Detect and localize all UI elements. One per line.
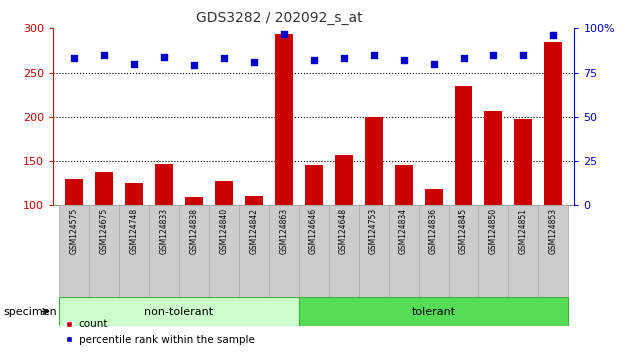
Text: GSM124840: GSM124840 [219, 208, 228, 254]
Bar [358, 205, 389, 297]
Bar [95, 172, 113, 205]
Bar [299, 205, 329, 297]
Point [519, 52, 528, 58]
Bar [215, 181, 233, 205]
Point [279, 31, 289, 36]
Text: GSM124851: GSM124851 [519, 208, 528, 254]
Text: GSM124850: GSM124850 [489, 208, 498, 254]
Text: GSM124842: GSM124842 [249, 208, 258, 254]
Bar [514, 120, 532, 205]
Bar [148, 205, 179, 297]
Text: GSM124575: GSM124575 [70, 208, 78, 254]
Text: specimen: specimen [3, 307, 57, 316]
Legend: count, percentile rank within the sample: count, percentile rank within the sample [61, 315, 259, 349]
Text: GSM124838: GSM124838 [189, 208, 198, 254]
Point [129, 61, 138, 67]
Bar [448, 205, 479, 297]
Bar [119, 205, 148, 297]
Point [159, 54, 169, 59]
Bar [274, 34, 292, 205]
Bar [365, 117, 383, 205]
Bar [269, 205, 299, 297]
Bar [538, 205, 568, 297]
Point [428, 61, 438, 67]
Bar [389, 205, 419, 297]
Point [309, 57, 319, 63]
Point [489, 52, 499, 58]
Text: GSM124675: GSM124675 [99, 208, 108, 254]
Point [219, 56, 229, 61]
Text: GSM124863: GSM124863 [279, 208, 288, 254]
Bar [125, 183, 143, 205]
Text: GSM124646: GSM124646 [309, 208, 318, 254]
Bar [245, 195, 263, 205]
Text: GSM124753: GSM124753 [369, 208, 378, 254]
Point [189, 63, 199, 68]
Text: GDS3282 / 202092_s_at: GDS3282 / 202092_s_at [196, 11, 363, 25]
Point [369, 52, 379, 58]
Bar [184, 198, 202, 205]
Point [248, 59, 258, 65]
Bar [209, 205, 238, 297]
Point [338, 56, 348, 61]
Bar [394, 165, 412, 205]
Point [69, 56, 79, 61]
Point [458, 56, 468, 61]
Bar [425, 189, 443, 205]
Text: GSM124834: GSM124834 [399, 208, 408, 254]
Bar [238, 205, 269, 297]
Bar [484, 110, 502, 205]
Text: non-tolerant: non-tolerant [144, 307, 213, 316]
Text: GSM124845: GSM124845 [459, 208, 468, 254]
Text: GSM124748: GSM124748 [129, 208, 138, 254]
Bar [89, 205, 119, 297]
Point [99, 52, 109, 58]
Bar [329, 205, 358, 297]
Bar [455, 86, 473, 205]
Bar [509, 205, 538, 297]
Point [399, 57, 409, 63]
Bar [59, 297, 299, 326]
Text: GSM124853: GSM124853 [549, 208, 558, 254]
Bar [65, 179, 83, 205]
Bar [305, 166, 322, 205]
Bar [299, 297, 568, 326]
Bar [335, 155, 353, 205]
Point [548, 33, 558, 38]
Bar [419, 205, 448, 297]
Text: tolerant: tolerant [412, 307, 456, 316]
Bar [479, 205, 509, 297]
Text: GSM124836: GSM124836 [429, 208, 438, 254]
Bar [179, 205, 209, 297]
Bar [545, 42, 563, 205]
Bar [59, 205, 89, 297]
Bar [155, 164, 173, 205]
Text: GSM124833: GSM124833 [159, 208, 168, 254]
Text: GSM124648: GSM124648 [339, 208, 348, 254]
